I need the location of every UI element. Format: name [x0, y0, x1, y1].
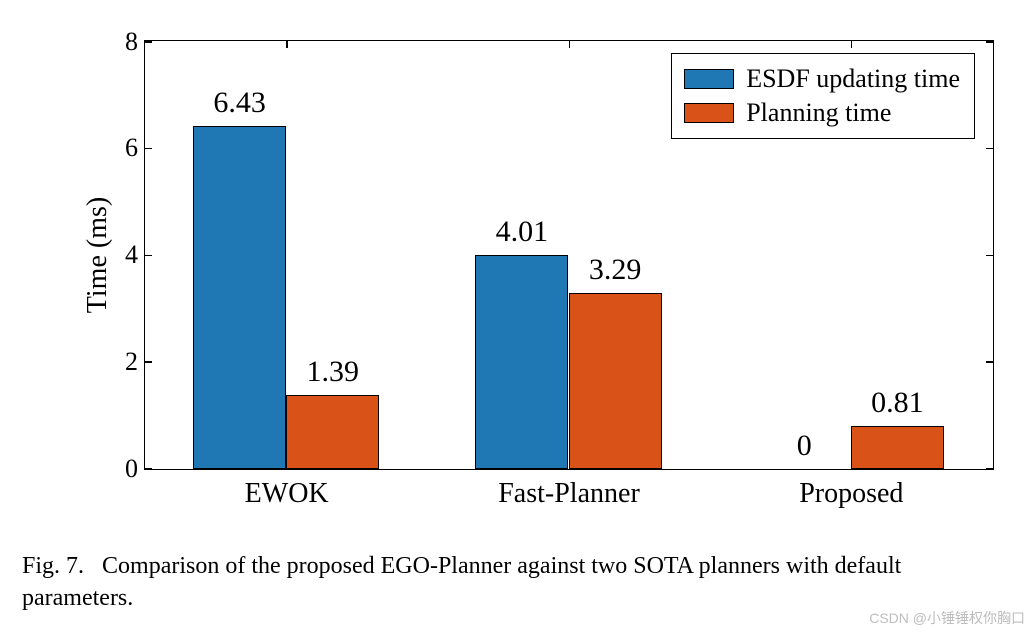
bar-value-label: 4.01 — [496, 215, 549, 249]
legend-item: Planning time — [684, 96, 960, 130]
bar — [569, 293, 662, 469]
figure-caption: Fig. 7. Comparison of the proposed EGO-P… — [22, 550, 1012, 615]
x-tick: EWOK — [245, 478, 329, 510]
watermark: CSDN @小锤锤权你胸口 — [869, 608, 1025, 628]
legend-swatch — [684, 103, 734, 123]
plot-area: 6.43 1.39 4.01 3.29 0 0.81 ESDF updating time… — [144, 40, 994, 470]
bar — [286, 395, 379, 469]
bar-value-label: 1.39 — [307, 355, 360, 389]
legend-swatch — [684, 69, 734, 89]
bar-value-label: 6.43 — [213, 86, 266, 120]
y-tick: 8 — [98, 27, 138, 57]
legend-label: ESDF updating time — [746, 64, 960, 94]
y-tick: 6 — [98, 133, 138, 163]
bar-value-label: 0 — [797, 429, 812, 463]
bar-value-label: 0.81 — [871, 386, 924, 420]
chart-container: Time (ms) 02468 6.431.394.013.2900.81 ES… — [40, 20, 1000, 530]
caption-text: Comparison of the proposed EGO-Planner a… — [22, 553, 901, 611]
bar — [193, 126, 286, 469]
x-tick: Fast-Planner — [498, 478, 640, 510]
x-tick: Proposed — [799, 478, 903, 510]
bar — [475, 255, 568, 469]
legend: ESDF updating time Planning time — [671, 53, 975, 139]
caption-prefix: Fig. 7. — [22, 553, 84, 579]
legend-label: Planning time — [746, 98, 891, 128]
y-tick: 0 — [98, 454, 138, 484]
y-tick: 4 — [98, 240, 138, 270]
legend-item: ESDF updating time — [684, 62, 960, 96]
y-tick: 2 — [98, 347, 138, 377]
bar-value-label: 3.29 — [589, 253, 642, 287]
bar — [851, 426, 944, 469]
